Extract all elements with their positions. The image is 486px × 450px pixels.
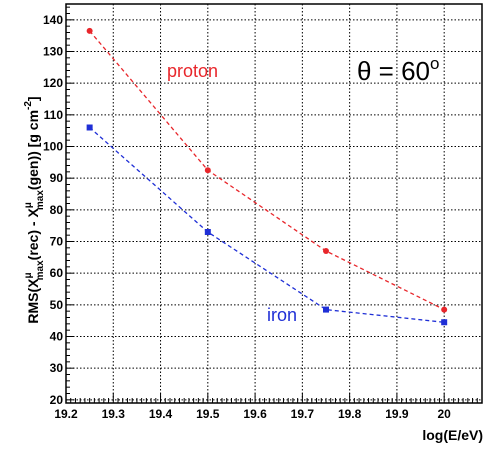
y-tick-label: 140 <box>43 13 63 27</box>
y-tick-label: 80 <box>50 203 64 217</box>
x-tick-label: 20 <box>438 407 452 421</box>
proton-data-point <box>204 167 211 174</box>
y-tick-label: 130 <box>43 45 63 59</box>
iron-series-line <box>89 127 445 323</box>
y-tick-label: 100 <box>43 140 63 154</box>
y-tick-label: 90 <box>50 171 64 185</box>
iron-data-point <box>204 229 211 235</box>
iron-data-point <box>323 306 329 313</box>
x-tick-label: 19.5 <box>196 407 220 421</box>
angle-annotation: θ = 60o <box>357 54 439 86</box>
x-tick-label: 19.3 <box>102 407 126 421</box>
x-tick-label: 19.2 <box>54 407 78 421</box>
x-tick-label: 19.7 <box>291 407 315 421</box>
proton-data-point <box>86 27 93 34</box>
axis-ticks <box>65 6 478 403</box>
proton-series-label: proton <box>167 61 218 81</box>
grid-lines <box>65 4 482 403</box>
y-axis-title: RMS(Xμmax(rec) - Xμmax(gen)) [g cm-2] <box>23 96 46 323</box>
y-tick-label: 30 <box>50 361 64 375</box>
y-tick-label: 20 <box>50 393 64 407</box>
x-tick-label: 19.4 <box>149 407 173 421</box>
proton-data-point <box>441 306 448 313</box>
x-axis-title: log(E/eV) <box>422 427 483 443</box>
series-lines <box>89 30 445 323</box>
proton-data-point <box>323 248 329 254</box>
series-markers <box>86 27 448 326</box>
y-tick-label: 70 <box>50 235 64 249</box>
y-tick-label: 120 <box>43 76 63 90</box>
y-tick-label: 50 <box>50 298 64 312</box>
iron-data-point <box>441 319 448 326</box>
x-tick-label: 19.8 <box>338 407 362 421</box>
y-tick-label: 110 <box>44 108 64 122</box>
x-tick-label: 19.6 <box>243 407 267 421</box>
proton-series-line <box>89 30 445 311</box>
y-tick-label: 40 <box>50 330 64 344</box>
tick-labels: 20 30 40 50 60 70 80 90 100 110 120 130 140 19.2 19.3 1… <box>43 13 451 421</box>
iron-data-point <box>86 124 93 131</box>
x-tick-label: 19.9 <box>385 407 409 421</box>
y-tick-label: 60 <box>50 266 64 280</box>
iron-series-label: iron <box>267 305 297 325</box>
